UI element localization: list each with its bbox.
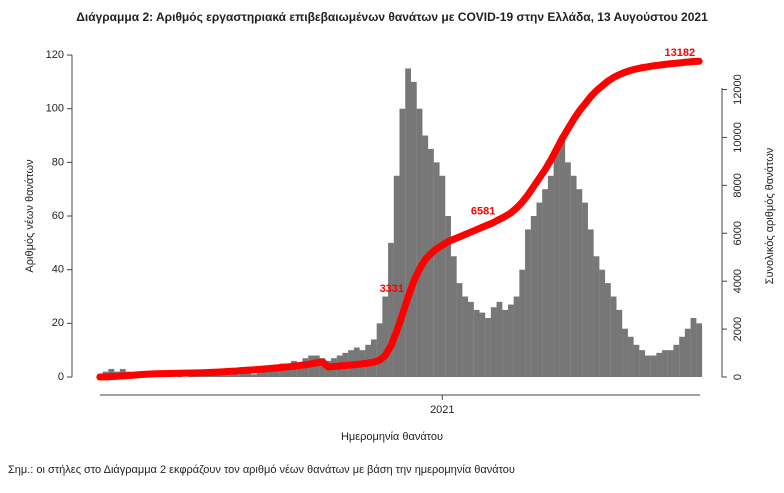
data-label: 13182 [665, 47, 696, 59]
bar [667, 350, 674, 377]
bar [633, 344, 640, 377]
bar [108, 368, 115, 377]
bar [388, 242, 394, 377]
bar [616, 309, 623, 377]
bar [622, 328, 628, 377]
bar [399, 108, 406, 377]
y2-tick-label: 10000 [732, 122, 744, 153]
bar [536, 202, 543, 377]
bar [519, 269, 526, 377]
bar [553, 148, 560, 377]
y2-tick-label: 12000 [732, 74, 744, 105]
y2-tick-label: 4000 [732, 269, 744, 293]
bar [513, 296, 520, 377]
x-axis-title: Ημερομηνία θανάτου [341, 431, 443, 443]
bar [650, 355, 657, 377]
bar [610, 296, 617, 377]
bar [530, 216, 537, 377]
bar [233, 374, 240, 377]
y-tick-label: 120 [46, 49, 64, 61]
note: Σημ.: οι στήλες στο Διάγραμμα 2 εκφράζου… [8, 464, 515, 476]
bar [696, 323, 703, 377]
bar [479, 312, 486, 377]
bar [473, 309, 480, 377]
bar [467, 301, 474, 377]
cumulative-line [96, 57, 703, 381]
y2-axis-title: Συνολικός αριθμός θανάτων [764, 147, 776, 284]
y-tick-label: 0 [58, 371, 64, 383]
bar [450, 256, 457, 377]
bar [256, 368, 263, 377]
bar [599, 269, 606, 377]
bar [525, 229, 531, 377]
bar [428, 148, 434, 377]
bar [251, 374, 257, 377]
bar [216, 374, 223, 377]
bar [393, 175, 400, 377]
bar [662, 350, 668, 377]
bar [405, 68, 412, 377]
bar [410, 81, 417, 378]
bar [673, 344, 680, 377]
y-tick-label: 60 [52, 210, 64, 222]
x-tick-label: 2021 [430, 404, 454, 416]
bar [604, 283, 611, 377]
bar [656, 352, 663, 377]
y-axis-title: Αριθμός νέων θανάτων [24, 159, 36, 273]
bar [565, 162, 571, 377]
y2-tick-label: 2000 [732, 317, 744, 341]
chart-title: Διάγραμμα 2: Αριθμός εργαστηριακά επιβεβ… [76, 10, 708, 24]
bar [679, 336, 685, 377]
bar [416, 108, 423, 377]
bar [485, 317, 491, 377]
bar [576, 189, 583, 377]
y2-tick-label: 0 [732, 374, 744, 380]
bar [445, 216, 451, 377]
bar [639, 350, 646, 377]
y-tick-label: 80 [52, 156, 64, 168]
bar [644, 355, 651, 377]
bar [559, 135, 566, 377]
bar [570, 175, 577, 377]
data-label: 3331 [380, 283, 404, 295]
bar [547, 175, 554, 377]
bar [382, 296, 389, 377]
bar [273, 366, 280, 377]
bar [542, 189, 549, 377]
y-tick-label: 20 [52, 317, 64, 329]
bar [433, 162, 440, 377]
bar [690, 317, 697, 377]
bar [684, 328, 691, 377]
bar [490, 307, 497, 377]
bar [376, 323, 383, 377]
y2-tick-label: 8000 [732, 173, 744, 197]
bar [456, 283, 463, 377]
bar [587, 229, 594, 377]
bar [370, 339, 377, 377]
bar [462, 296, 469, 377]
bar [627, 336, 634, 377]
y2-tick-label: 6000 [732, 221, 744, 245]
bar [296, 363, 303, 377]
bar [507, 304, 514, 377]
y-tick-label: 100 [46, 103, 64, 115]
bar [319, 358, 326, 377]
bar [439, 175, 446, 377]
bar [268, 368, 275, 377]
bar [496, 301, 503, 377]
data-label: 6581 [471, 205, 495, 217]
bar [582, 202, 588, 377]
bar [245, 371, 252, 377]
bar [502, 309, 509, 377]
y-tick-label: 40 [52, 264, 64, 276]
bar [593, 256, 600, 377]
